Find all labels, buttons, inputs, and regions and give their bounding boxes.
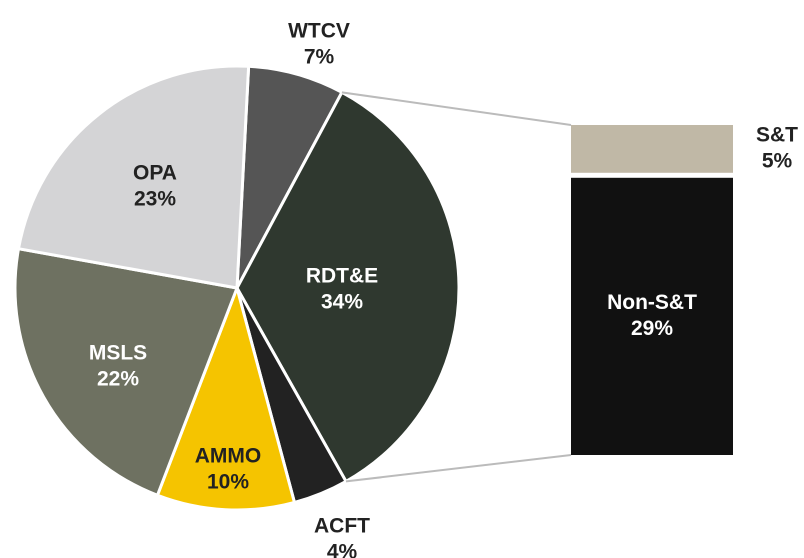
slice-label: RDT&E xyxy=(306,265,378,288)
slice-label: OPA xyxy=(133,162,177,185)
connector-line xyxy=(345,454,572,483)
pie-slice xyxy=(155,283,297,512)
pie-slice xyxy=(16,64,251,290)
slice-value-label: 7% xyxy=(304,46,335,69)
slice-label: WTCV xyxy=(288,20,350,43)
slice-label: ACFT xyxy=(314,515,370,538)
bar-value-label: 29% xyxy=(631,317,673,340)
bar-label: S&T xyxy=(756,123,798,146)
slice-value-label: 4% xyxy=(327,541,358,558)
slice-label: AMMO xyxy=(195,445,262,468)
bar-segment xyxy=(571,177,733,455)
slice-value-label: 34% xyxy=(321,291,363,314)
slice-label: MSLS xyxy=(89,342,147,365)
bar-value-label: 5% xyxy=(762,149,793,172)
connector-line xyxy=(341,91,572,126)
slice-value-label: 23% xyxy=(134,188,176,211)
slice-value-label: 10% xyxy=(207,471,249,494)
slice-value-label: 22% xyxy=(97,368,139,391)
bar-label: Non-S&T xyxy=(607,291,697,314)
pie-slice xyxy=(13,246,240,498)
bar-segment xyxy=(571,125,733,173)
